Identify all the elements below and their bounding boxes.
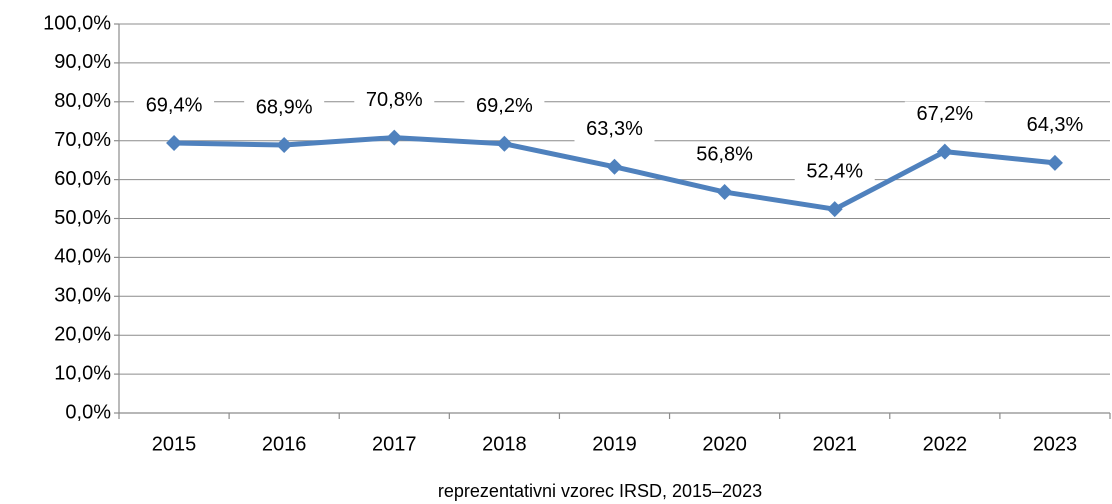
marker (386, 129, 403, 146)
marker (936, 143, 953, 160)
data-label: 64,3% (1027, 114, 1084, 136)
x-tick-label: 2023 (1033, 433, 1078, 455)
data-label: 69,2% (476, 95, 533, 117)
marker (826, 201, 843, 218)
x-tick-label: 2020 (702, 433, 747, 455)
data-label: 52,4% (806, 160, 863, 182)
x-tick-label: 2016 (262, 433, 307, 455)
data-label: 68,9% (256, 96, 313, 118)
x-tick-label: 2018 (482, 433, 527, 455)
y-tick-label: 0,0% (65, 401, 111, 423)
y-tick-label: 20,0% (54, 323, 111, 345)
data-label: 69,4% (146, 94, 203, 116)
label-background (794, 159, 875, 186)
y-tick-label: 50,0% (54, 207, 111, 229)
y-tick-label: 30,0% (54, 285, 111, 307)
label-background (464, 93, 545, 120)
label-background (134, 93, 215, 120)
marker (716, 184, 733, 201)
data-label: 56,8% (696, 143, 753, 165)
data-label: 63,3% (586, 118, 643, 140)
x-axis-label: reprezentativni vzorec IRSD, 2015–2023 (438, 481, 762, 501)
y-tick-label: 10,0% (54, 362, 111, 384)
x-tick-label: 2019 (592, 433, 637, 455)
marker (496, 135, 513, 152)
label-background (244, 94, 325, 121)
marker (1046, 154, 1063, 171)
label-background (904, 101, 985, 128)
data-label: 70,8% (366, 89, 423, 111)
y-tick-label: 40,0% (54, 246, 111, 268)
label-background (574, 116, 655, 143)
x-tick-label: 2017 (372, 433, 417, 455)
y-tick-label: 60,0% (54, 168, 111, 190)
label-background (684, 142, 765, 169)
label-background (1014, 112, 1095, 139)
x-tick-label: 2015 (152, 433, 197, 455)
label-background (354, 87, 435, 114)
marker (606, 158, 623, 175)
marker (276, 136, 293, 153)
x-tick-label: 2022 (923, 433, 968, 455)
marker (166, 135, 183, 152)
y-tick-label: 100,0% (43, 12, 111, 34)
x-tick-label: 2021 (812, 433, 857, 455)
y-tick-label: 90,0% (54, 51, 111, 73)
y-tick-label: 80,0% (54, 90, 111, 112)
y-tick-label: 70,0% (54, 129, 111, 151)
data-label: 67,2% (916, 103, 973, 125)
